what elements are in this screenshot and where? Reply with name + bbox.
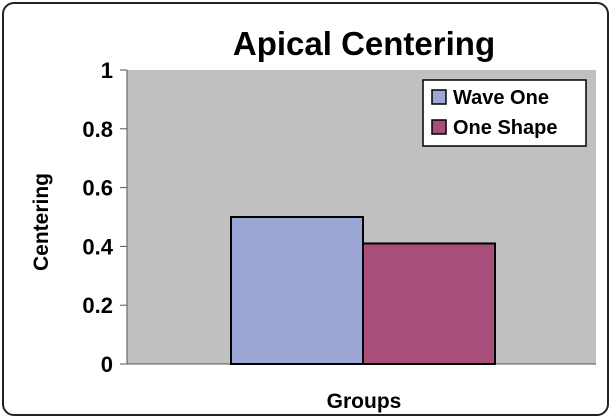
bar-wave-one: [230, 216, 364, 365]
y-tick-label: 0.2: [82, 293, 113, 318]
legend-label: One Shape: [453, 117, 557, 139]
bars: [230, 216, 496, 366]
legend: Wave One One Shape: [422, 79, 587, 147]
y-axis: 0 0.2 0.4 0.6 0.8 1: [82, 58, 596, 377]
legend-swatch: [431, 89, 447, 105]
bar-one-shape: [362, 242, 496, 366]
legend-box: [422, 79, 587, 147]
y-tick-label: 0.6: [82, 176, 113, 201]
y-tick-label: 1: [101, 58, 113, 83]
legend-label: Wave One: [453, 87, 549, 109]
y-tick-label: 0.4: [82, 234, 113, 259]
legend-swatch: [431, 119, 447, 135]
y-tick-label: 0: [101, 352, 113, 377]
y-tick-label: 0.8: [82, 117, 113, 142]
y-axis-label: Centering: [30, 173, 53, 271]
x-axis-label: Groups: [327, 390, 402, 413]
chart-title: Apical Centering: [233, 25, 495, 62]
